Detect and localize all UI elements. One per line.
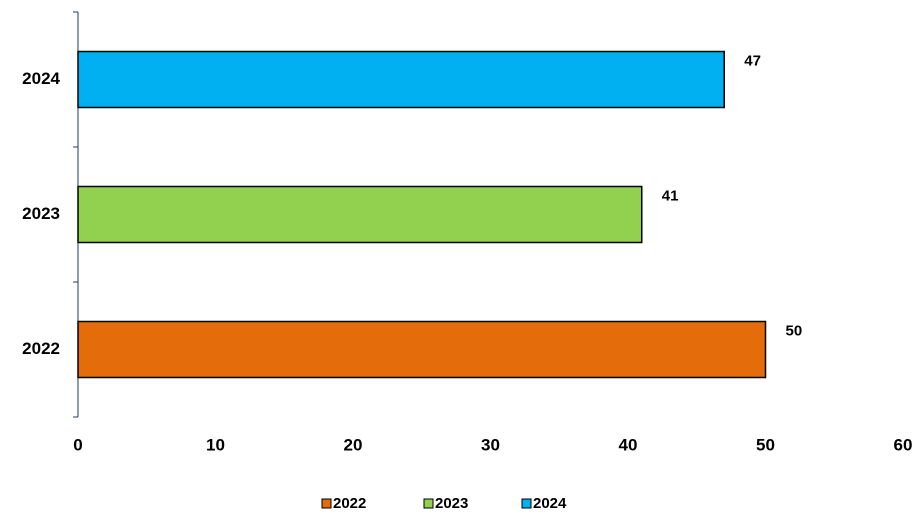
x-tick-label: 50: [756, 435, 775, 454]
x-tick-label: 10: [206, 435, 225, 454]
legend-swatch-2024: [522, 499, 531, 508]
bar-2024: [78, 52, 724, 108]
legend: 2022 2023 2024: [322, 495, 567, 512]
x-tick-label: 30: [481, 435, 500, 454]
data-label-2023: 41: [662, 187, 679, 204]
category-label-2023: 2023: [22, 204, 60, 223]
category-label-2022: 2022: [22, 339, 60, 358]
legend-label-2022: 2022: [333, 495, 366, 512]
x-tick-label: 0: [73, 435, 82, 454]
legend-label-2024: 2024: [533, 495, 567, 512]
data-label-2022: 50: [786, 322, 803, 339]
legend-swatch-2022: [322, 499, 331, 508]
x-tick-label: 60: [894, 435, 913, 454]
tick-labels: 2022 2023 2024 0 10 20 30 40 50 60: [22, 69, 912, 455]
category-label-2024: 2024: [22, 69, 60, 88]
x-tick-label: 40: [619, 435, 638, 454]
bar-2022: [78, 322, 766, 378]
legend-label-2023: 2023: [435, 495, 468, 512]
legend-swatch-2023: [424, 499, 433, 508]
x-tick-label: 20: [344, 435, 363, 454]
data-label-2024: 47: [744, 52, 761, 69]
bar-2023: [78, 187, 642, 243]
bars: [78, 52, 766, 378]
